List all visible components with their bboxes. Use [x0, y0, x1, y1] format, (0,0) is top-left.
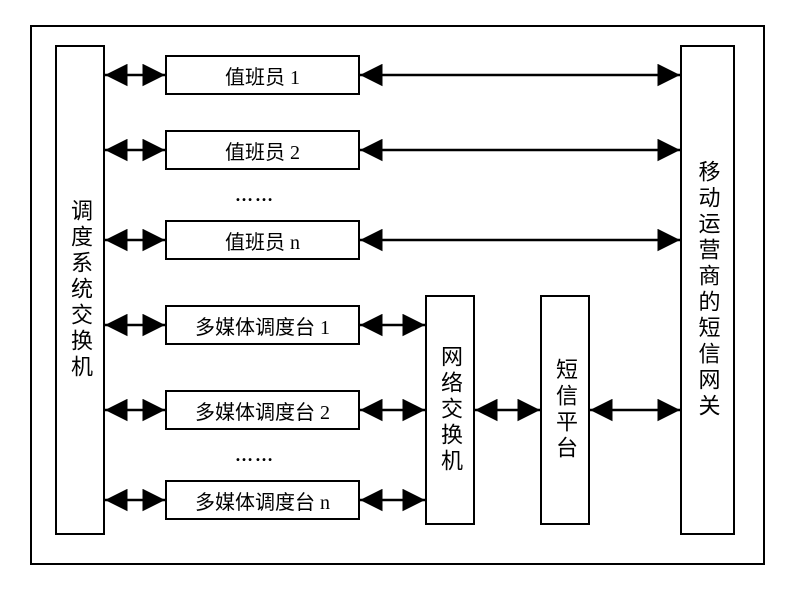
- outer-frame: [30, 25, 765, 565]
- node-label: 值班员 2: [225, 136, 300, 165]
- node-sms-platform: 短信平台: [540, 295, 590, 525]
- ellipsis-1: ……: [235, 185, 275, 206]
- node-label: 多媒体调度台 n: [195, 486, 330, 515]
- node-label: 移动运营商的短信网关: [692, 160, 724, 420]
- node-console-2: 多媒体调度台 2: [165, 390, 360, 430]
- ellipsis-2: ……: [235, 445, 275, 466]
- node-label: 多媒体调度台 2: [195, 396, 330, 425]
- node-duty-1: 值班员 1: [165, 55, 360, 95]
- node-console-n: 多媒体调度台 n: [165, 480, 360, 520]
- node-dispatch-switch: 调度系统交换机: [55, 45, 105, 535]
- node-console-1: 多媒体调度台 1: [165, 305, 360, 345]
- node-label: 短信平台: [549, 358, 581, 462]
- node-duty-2: 值班员 2: [165, 130, 360, 170]
- ellipsis-text: ……: [235, 185, 275, 205]
- diagram-canvas: 调度系统交换机 网络交换机 短信平台 移动运营商的短信网关 值班员 1 值班员 …: [0, 0, 800, 595]
- node-label: 多媒体调度台 1: [195, 311, 330, 340]
- ellipsis-text: ……: [235, 445, 275, 465]
- node-label: 调度系统交换机: [64, 199, 96, 381]
- node-duty-n: 值班员 n: [165, 220, 360, 260]
- node-net-switch: 网络交换机: [425, 295, 475, 525]
- node-label: 值班员 n: [225, 226, 300, 255]
- node-label: 网络交换机: [434, 345, 466, 475]
- node-sms-gateway: 移动运营商的短信网关: [680, 45, 735, 535]
- node-label: 值班员 1: [225, 61, 300, 90]
